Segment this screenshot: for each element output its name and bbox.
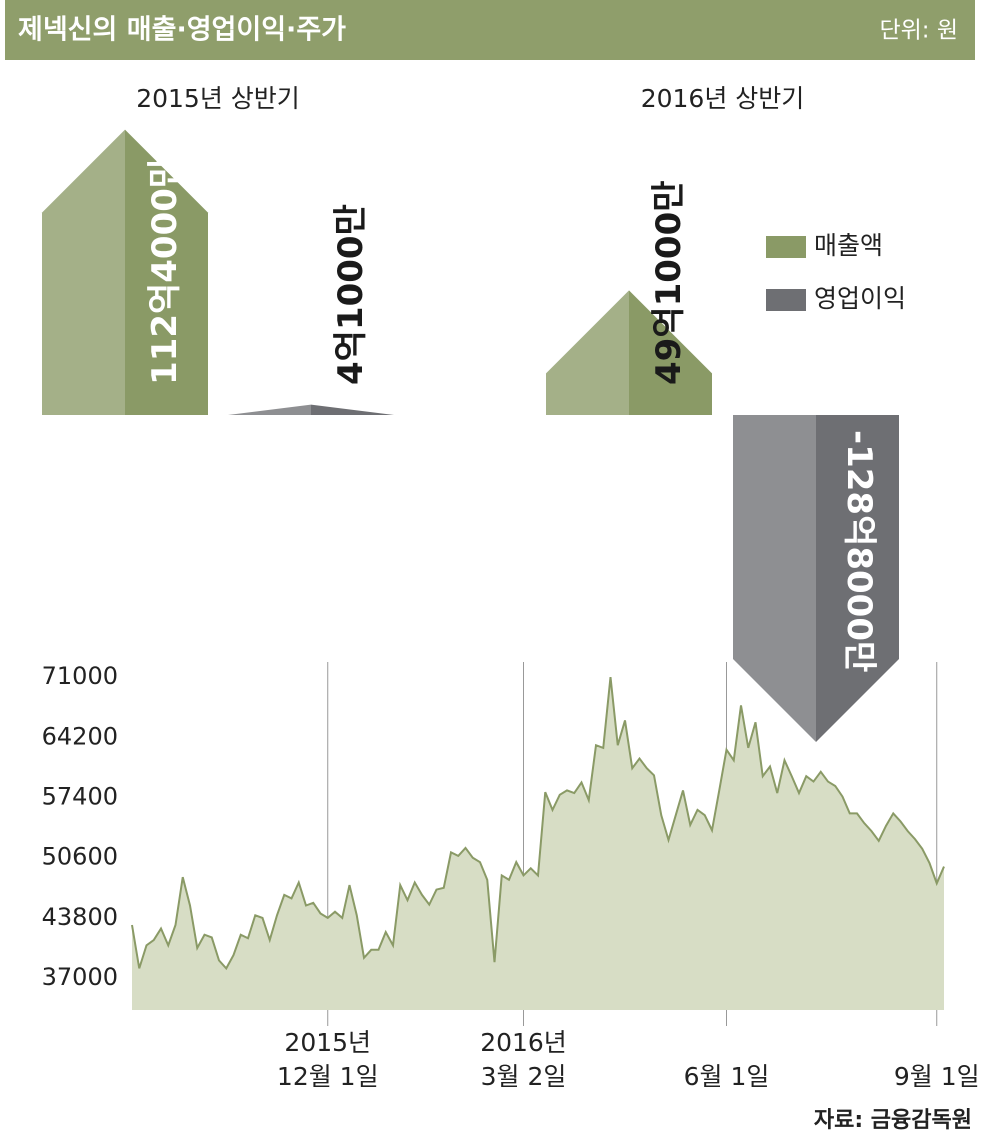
- x-tick-label: 2016년 3월 2일: [480, 1028, 567, 1091]
- value-label: -128억8000만: [839, 430, 879, 672]
- arrow-bar-left: [546, 290, 629, 415]
- legend-label: 영업이익: [814, 284, 906, 313]
- arrow-bar-left: [228, 404, 311, 415]
- legend-swatch: [766, 236, 806, 258]
- x-tick-label: 2015년 12월 1일: [276, 1028, 379, 1091]
- y-tick-label: 43800: [42, 903, 118, 931]
- y-tick-label: 64200: [42, 722, 118, 750]
- value-label: 49억1000만: [649, 180, 689, 385]
- y-tick-label: 71000: [42, 662, 118, 690]
- y-tick-label: 57400: [42, 782, 118, 810]
- legend-swatch: [766, 289, 806, 311]
- x-tick-label: 9월 1일: [893, 1062, 980, 1091]
- arrow-bar-right: [816, 415, 899, 742]
- source: 자료: 금융감독원: [814, 1108, 972, 1133]
- price-line: [131, 676, 945, 971]
- arrow-bar-left: [42, 129, 125, 415]
- unit: 단위: 원: [879, 18, 958, 44]
- arrow-bar-right: [311, 404, 394, 415]
- value-label: 112억4000만: [145, 157, 185, 385]
- value-label: 4억1000만: [331, 204, 371, 385]
- price-area: [132, 677, 944, 1010]
- period-label: 2015년 상반기: [136, 84, 300, 113]
- y-tick-label: 50600: [42, 843, 118, 871]
- x-tick-label: 6월 1일: [683, 1062, 770, 1091]
- title-bar: [5, 0, 975, 60]
- arrow-bar-right: [125, 129, 208, 415]
- y-tick-label: 37000: [42, 963, 118, 991]
- period-label: 2016년 상반기: [641, 84, 805, 113]
- arrow-bar-left: [733, 415, 816, 742]
- title: 제넥신의 매출·영업이익·주가: [18, 15, 346, 46]
- legend-label: 매출액: [814, 231, 883, 260]
- arrow-bar-right: [629, 290, 712, 415]
